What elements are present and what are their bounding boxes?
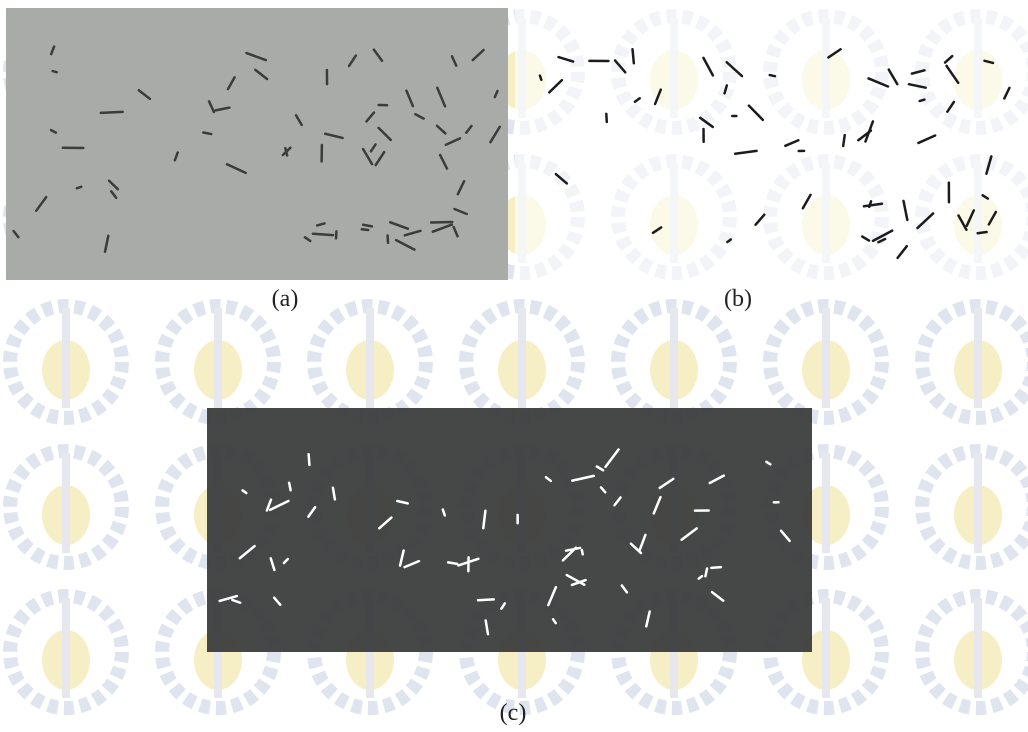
image-b [515,0,1028,280]
streak [633,49,634,63]
figure-page: (a) (b) (c) [0,0,1028,727]
streak [101,112,123,113]
caption: (c) [500,700,527,726]
streak [313,234,333,235]
streak [711,567,721,568]
streak [540,76,541,80]
panel-b: (b) [515,0,1028,312]
streak [770,75,775,76]
streak [362,229,368,230]
streak [363,225,372,227]
caption: (a) [272,286,299,312]
streak [289,483,290,490]
streak [843,135,845,146]
streak [77,187,81,189]
streak [309,454,310,465]
image-c [207,408,812,652]
streak [978,232,987,233]
streak [203,133,211,135]
streak [478,599,494,600]
streak [448,562,457,564]
caption: (b) [724,286,752,312]
image-a [6,8,508,280]
streak [705,568,707,576]
streak [582,550,583,554]
streak [920,100,925,101]
streak [53,71,57,72]
panel-a: (a) [6,8,508,312]
streak [869,201,871,207]
